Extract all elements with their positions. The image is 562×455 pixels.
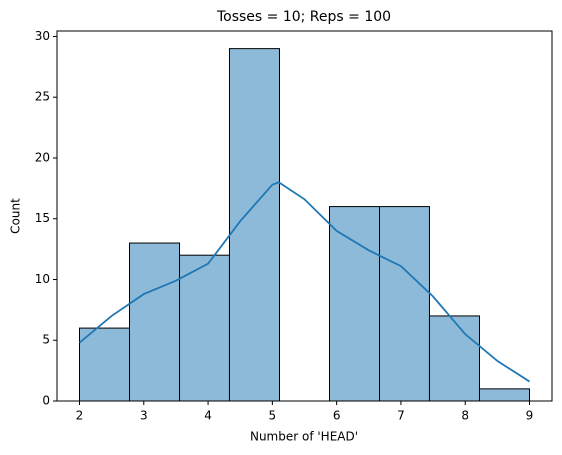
x-tick-label: 2: [76, 409, 84, 423]
y-axis-label: Count: [9, 198, 23, 234]
x-tick-label: 8: [461, 409, 469, 423]
bar: [79, 327, 131, 402]
y-tick-label: 25: [35, 90, 50, 104]
y-tick-label: 30: [35, 29, 50, 43]
bar: [179, 254, 230, 402]
x-tick-label: 9: [526, 409, 534, 423]
x-tick-label: 6: [333, 409, 341, 423]
x-axis-label: Number of 'HEAD': [250, 430, 358, 444]
bar: [379, 206, 430, 402]
y-tick-label: 20: [35, 150, 50, 164]
y-tick-label: 5: [42, 333, 50, 347]
y-tick-label: 15: [35, 211, 50, 225]
x-tick-label: 5: [269, 409, 277, 423]
plot-frame: [56, 30, 553, 402]
x-tick-label: 4: [204, 409, 212, 423]
bar: [129, 242, 181, 402]
bar: [428, 315, 480, 402]
bar: [478, 388, 531, 402]
x-tick-label: 3: [140, 409, 148, 423]
bar: [329, 206, 381, 402]
y-tick-label: 10: [35, 272, 50, 286]
chart-title: Tosses = 10; Reps = 100: [216, 9, 391, 25]
y-tick-label: 0: [42, 394, 50, 408]
kde-line: [78, 181, 530, 383]
x-tick-label: 7: [397, 409, 405, 423]
